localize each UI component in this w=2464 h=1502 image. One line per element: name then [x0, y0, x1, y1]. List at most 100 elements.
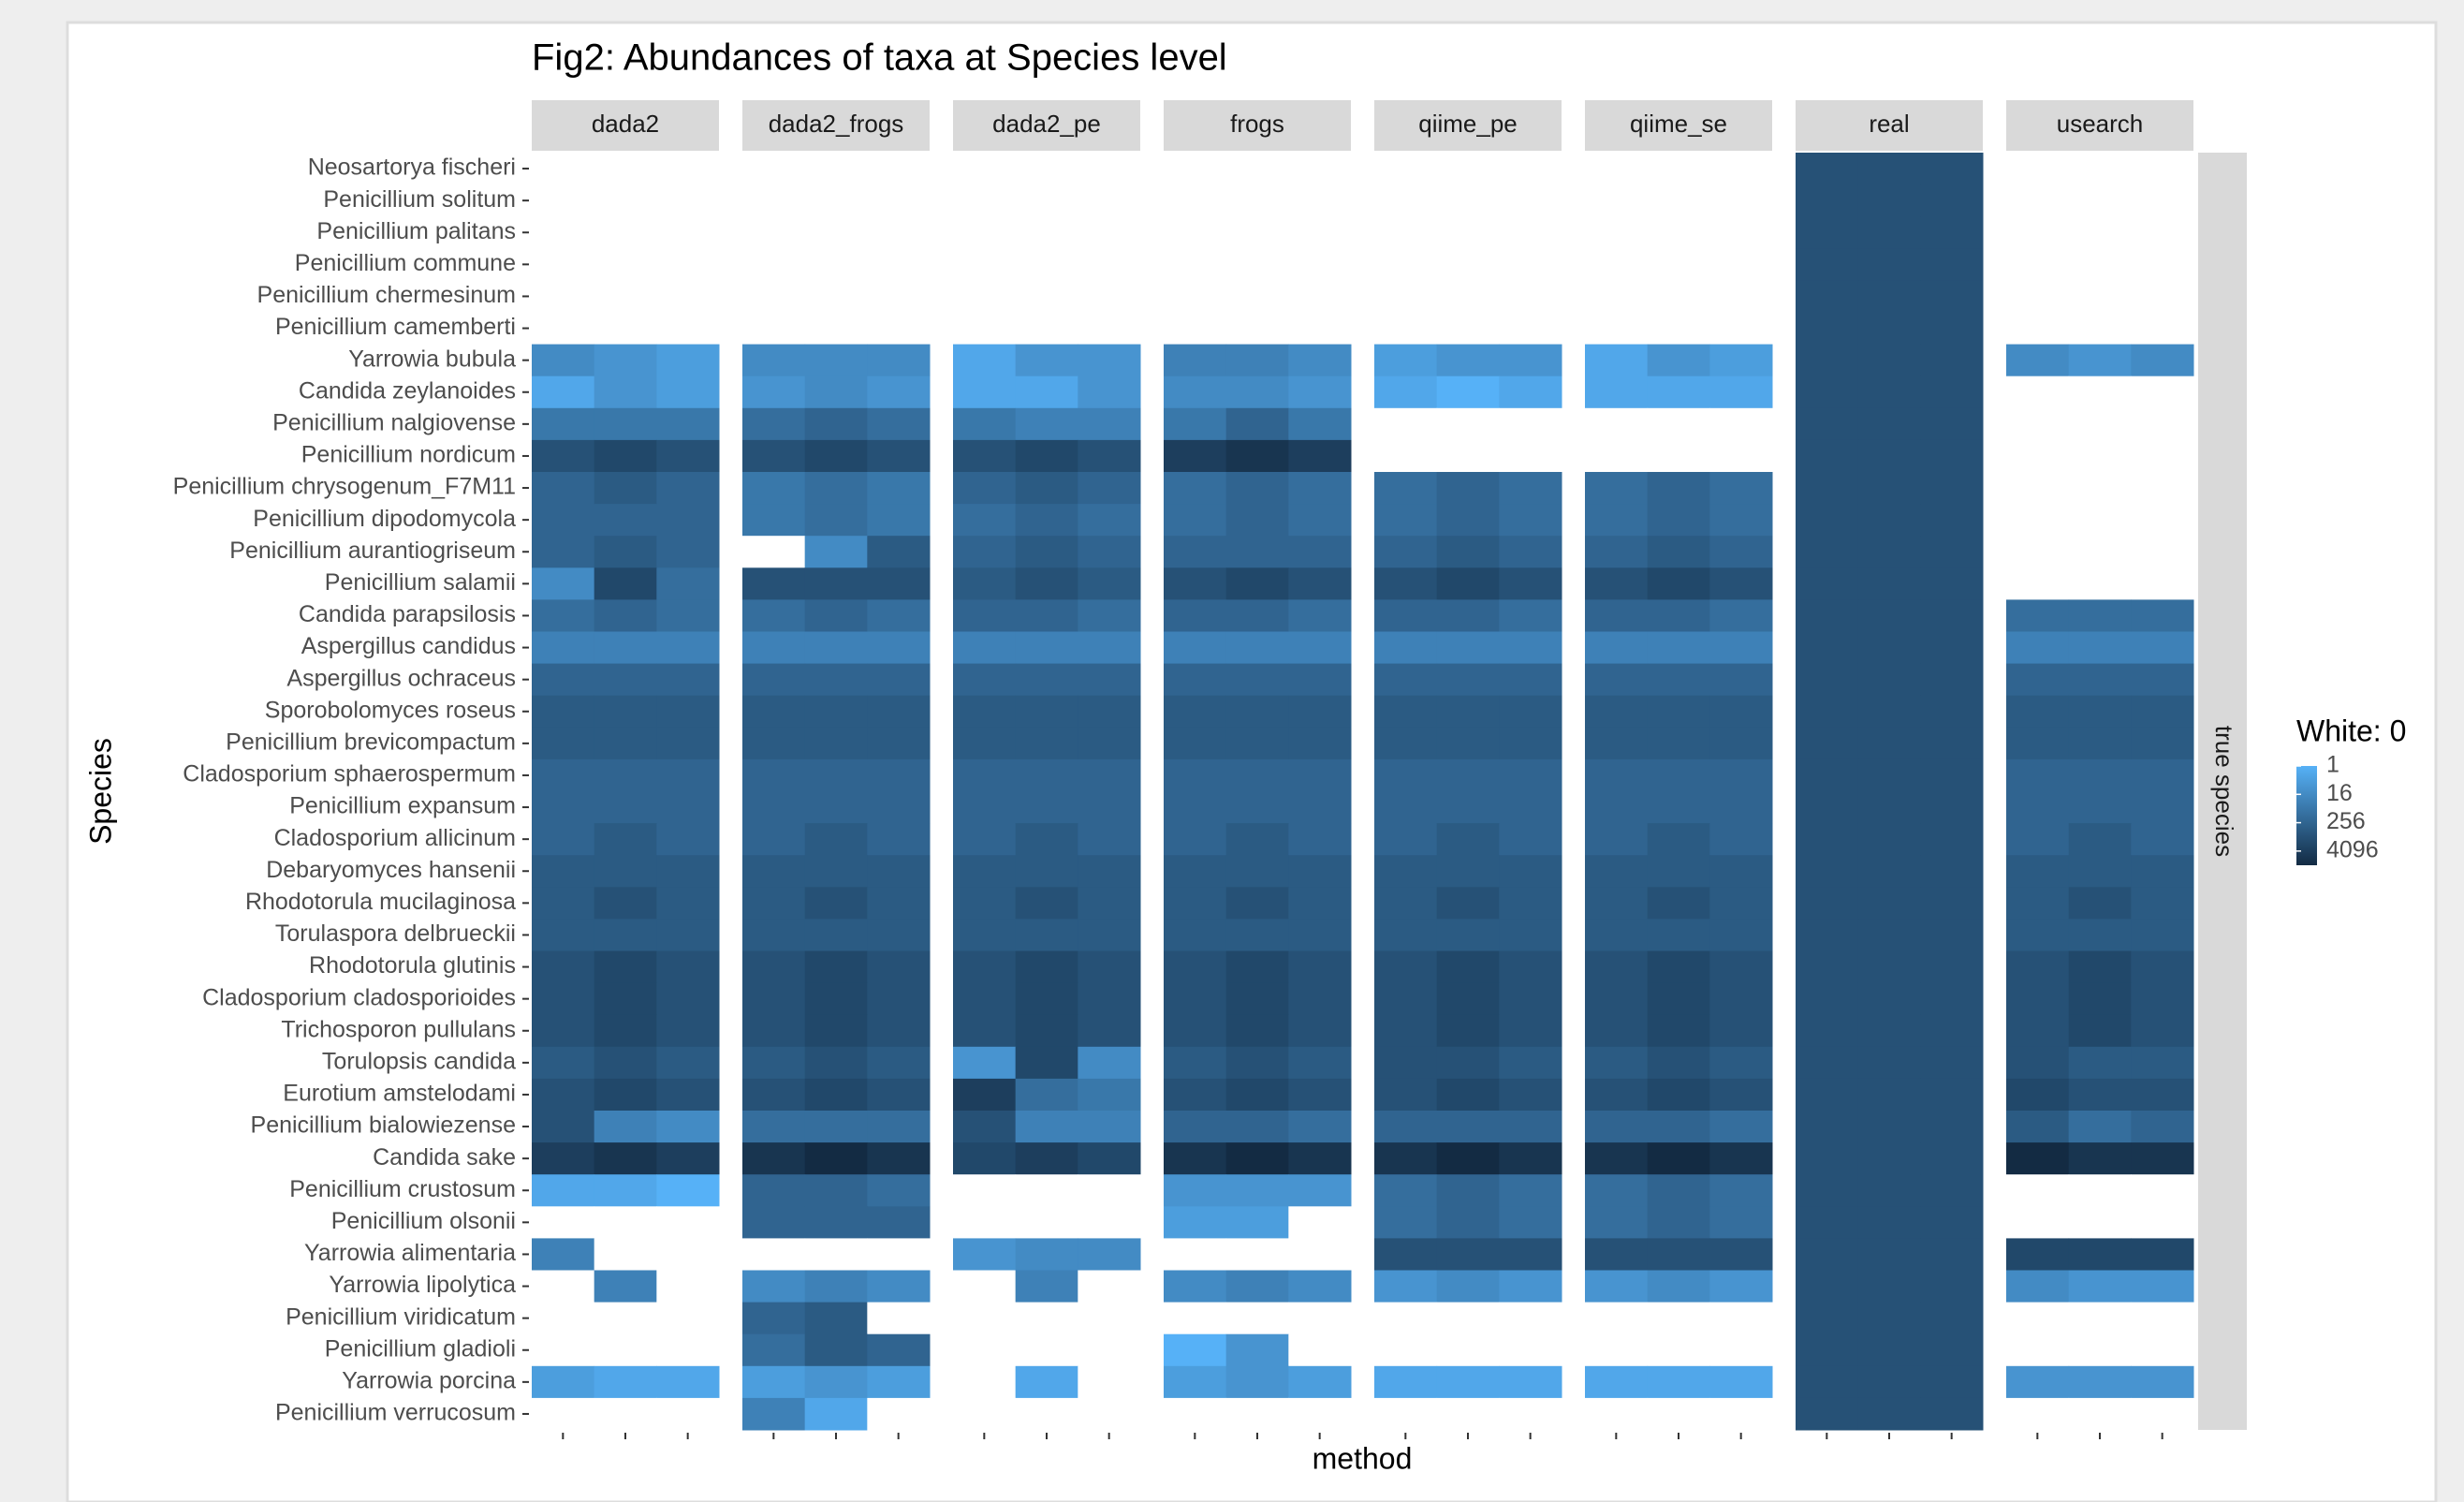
heat-cell — [1647, 758, 1710, 792]
heat-cell — [1709, 216, 1773, 249]
heat-cell — [1857, 567, 1921, 600]
heat-cell — [2131, 280, 2194, 313]
heat-cell — [953, 855, 1017, 888]
heat-cell — [953, 950, 1017, 984]
heat-cell — [2068, 1365, 2132, 1399]
heat-cell — [1796, 504, 1859, 537]
heat-cell — [1288, 823, 1352, 856]
heat-cell — [953, 439, 1017, 473]
heat-cell — [2131, 758, 2194, 792]
heat-cell — [2006, 1270, 2070, 1303]
heat-cell — [1225, 950, 1289, 984]
heat-cell — [1374, 1238, 1438, 1271]
heat-cell — [1857, 1238, 1921, 1271]
y-tick-label: Torulopsis candida — [322, 1048, 516, 1074]
heat-cell — [1078, 1014, 1141, 1048]
heat-cell — [656, 919, 720, 951]
heat-cell — [1709, 1014, 1773, 1048]
y-tick-label: Yarrowia lipolytica — [329, 1272, 516, 1298]
heat-cell — [1499, 504, 1562, 537]
heat-cell — [1015, 344, 1078, 377]
heat-cell — [656, 376, 720, 409]
heat-cell — [804, 599, 868, 632]
heat-cell — [867, 599, 931, 632]
heat-cell — [1585, 1302, 1649, 1335]
heat-cell — [804, 1174, 868, 1207]
heat-cell — [1709, 1238, 1773, 1271]
heat-cell — [2068, 791, 2132, 824]
heat-cell — [1436, 1206, 1500, 1239]
y-tick-label: Penicillium olsonii — [331, 1208, 516, 1234]
heat-cell — [656, 791, 720, 824]
heat-cell — [1164, 1078, 1227, 1112]
heat-cell — [594, 1206, 657, 1239]
heat-cell — [1078, 1142, 1141, 1175]
heat-cell — [594, 631, 657, 665]
heat-cell — [867, 887, 931, 920]
heat-cell — [1499, 567, 1562, 600]
heat-cell — [656, 407, 720, 441]
heat-cell — [2068, 1333, 2132, 1367]
heat-cell — [1015, 504, 1078, 537]
heat-cell — [1857, 1206, 1921, 1239]
heat-cell — [1499, 1270, 1562, 1303]
heat-cell — [1374, 1174, 1438, 1207]
heat-cell — [1585, 1397, 1649, 1431]
heat-cell — [1374, 536, 1438, 568]
heat-cell — [1436, 727, 1500, 760]
heat-cell — [1374, 631, 1438, 665]
heat-cell — [1164, 1014, 1227, 1048]
heat-cell — [1585, 1206, 1649, 1239]
heat-cell — [594, 439, 657, 473]
heat-cell — [1499, 248, 1562, 281]
heat-cell — [1078, 599, 1141, 632]
heat-cell — [2006, 1078, 2070, 1112]
heat-cell — [1288, 439, 1352, 473]
heat-cell — [656, 758, 720, 792]
heat-cell — [953, 791, 1017, 824]
heat-cell — [594, 855, 657, 888]
heat-cell — [1225, 216, 1289, 249]
heat-cell — [1436, 887, 1500, 920]
heat-cell — [1374, 153, 1438, 185]
heat-cell — [742, 1014, 806, 1048]
heat-cell — [2068, 1302, 2132, 1335]
heat-cell — [2131, 855, 2194, 888]
heat-cell — [953, 407, 1017, 441]
heat-cell — [2068, 1238, 2132, 1271]
heat-cell — [804, 216, 868, 249]
heat-cell — [2068, 407, 2132, 441]
heat-cell — [656, 472, 720, 505]
heat-cell — [1796, 791, 1859, 824]
heat-cell — [532, 1014, 595, 1048]
heat-cell — [1857, 823, 1921, 856]
heat-cell — [1499, 631, 1562, 665]
heat-cell — [2131, 1333, 2194, 1367]
heat-cell — [2068, 758, 2132, 792]
heat-cell — [1647, 1111, 1710, 1143]
heat-cell — [1709, 950, 1773, 984]
heat-cell — [1796, 1174, 1859, 1207]
heat-cell — [1078, 1046, 1141, 1080]
y-tick-label: Penicillium dipodomycola — [253, 506, 516, 532]
heat-cell — [594, 1333, 657, 1367]
heat-cell — [1796, 1302, 1859, 1335]
heat-cell — [804, 1365, 868, 1399]
heat-cell — [1225, 758, 1289, 792]
heat-cell — [1374, 950, 1438, 984]
heat-cell — [2131, 376, 2194, 409]
heat-cell — [1709, 248, 1773, 281]
heat-cell — [1015, 1142, 1078, 1175]
heat-cell — [656, 823, 720, 856]
heat-cell — [532, 1111, 595, 1143]
heat-cell — [656, 1014, 720, 1048]
heat-cell — [1015, 439, 1078, 473]
heat-cell — [532, 504, 595, 537]
heat-cell — [742, 1397, 806, 1431]
y-tick-label: Candida sake — [373, 1144, 516, 1171]
heat-cell — [1374, 567, 1438, 600]
heat-cell — [532, 855, 595, 888]
y-tick-label: Penicillium expansum — [289, 793, 516, 819]
heat-cell — [742, 248, 806, 281]
y-tick-label: Penicillium salamii — [325, 569, 516, 596]
